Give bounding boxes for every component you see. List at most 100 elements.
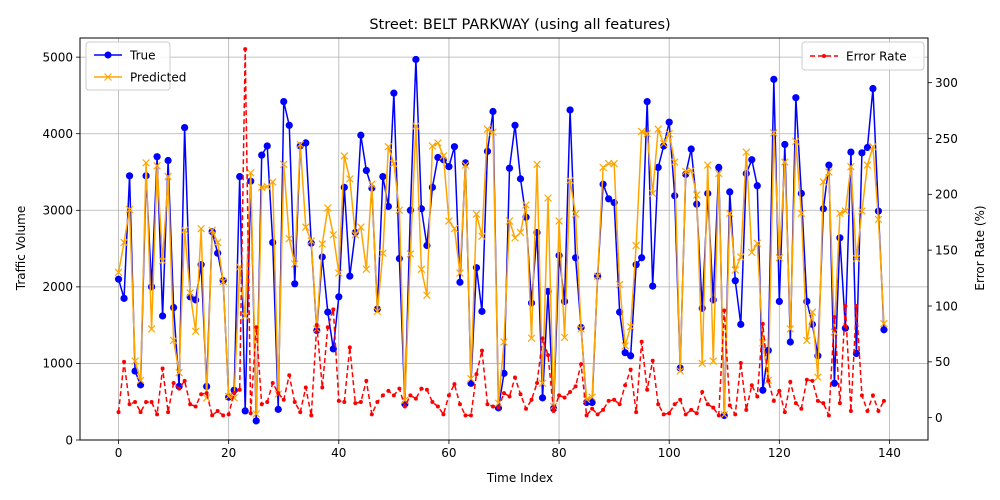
marker-predicted [307, 237, 316, 245]
marker-true [346, 272, 354, 280]
marker-true [302, 139, 310, 147]
marker-predicted [654, 125, 663, 133]
marker-true [781, 140, 789, 149]
marker-true [395, 254, 403, 263]
marker-predicted [560, 333, 569, 342]
marker-predicted [180, 226, 189, 235]
marker-true [797, 189, 805, 198]
marker-true [660, 142, 668, 150]
marker-error-rate [391, 393, 396, 398]
marker-predicted [158, 256, 167, 265]
axes: 0 20 40 60 80 100 120 140 0 1000 2000 3000 4000 5000 0… [42, 37, 958, 460]
marker-error-rate [237, 387, 242, 392]
marker-predicted [472, 210, 481, 218]
marker-predicted [279, 160, 288, 169]
marker-error-rate [749, 383, 754, 388]
marker-predicted [461, 161, 470, 169]
marker-error-rate [683, 412, 688, 417]
marker-true [555, 251, 563, 260]
marker-predicted [742, 148, 751, 156]
marker-true [643, 97, 651, 106]
marker-true [147, 283, 156, 291]
marker-predicted [803, 336, 811, 345]
marker-predicted [571, 210, 580, 218]
marker-error-rate [243, 47, 248, 52]
marker-predicted [555, 217, 563, 225]
marker-error-rate [595, 412, 600, 417]
marker-predicted [814, 373, 822, 382]
marker-true [649, 282, 657, 290]
marker-true [726, 188, 734, 196]
marker-error-rate [479, 348, 484, 353]
marker-predicted [566, 176, 574, 185]
marker-true [164, 156, 172, 165]
marker-error-rate [281, 397, 286, 402]
marker-error-rate [678, 397, 683, 402]
legend-error-label: Error Rate [846, 50, 907, 64]
marker-error-rate [160, 366, 165, 371]
marker-predicted [494, 399, 503, 408]
marker-true [384, 202, 392, 211]
marker-error-rate [435, 404, 440, 409]
marker-error-rate [804, 377, 809, 382]
y-right-tick-label: 50 [935, 355, 950, 369]
marker-predicted [588, 393, 596, 401]
marker-true [120, 294, 128, 302]
marker-error-rate [116, 410, 121, 415]
marker-error-rate [815, 398, 820, 403]
legend-right: Error Rate [801, 41, 925, 71]
marker-error-rate [182, 378, 187, 383]
marker-error-rate [138, 410, 143, 415]
marker-true [819, 205, 827, 213]
y-left-tick-label: 1000 [42, 357, 73, 371]
marker-predicted [334, 269, 343, 277]
marker-error-rate [837, 401, 842, 406]
marker-true [274, 405, 282, 413]
marker-predicted [153, 162, 161, 170]
marker-predicted [792, 137, 800, 146]
marker-predicted [522, 201, 530, 209]
marker-true [153, 153, 161, 161]
marker-predicted [164, 172, 172, 181]
marker-predicted [852, 254, 861, 263]
marker-error-rate [876, 408, 881, 413]
marker-predicted [775, 253, 784, 262]
marker-predicted [191, 327, 200, 336]
marker-true [291, 280, 299, 288]
marker-true [786, 338, 794, 346]
marker-error-rate [777, 388, 782, 393]
marker-predicted [847, 162, 855, 171]
marker-predicted [577, 325, 585, 333]
x-tick-label: 140 [878, 446, 901, 460]
marker-predicted [285, 234, 294, 243]
marker-predicted [423, 291, 431, 300]
marker-true [258, 151, 266, 159]
marker-error-rate [248, 411, 253, 416]
marker-error-rate [590, 406, 595, 411]
marker-error-rate [369, 412, 374, 417]
marker-error-rate [133, 400, 138, 405]
marker-true [318, 253, 326, 261]
marker-error-rate [166, 410, 171, 415]
marker-true [511, 121, 519, 129]
marker-error-rate [821, 401, 826, 406]
marker-predicted [505, 217, 514, 225]
marker-predicted [753, 239, 762, 248]
marker-true [236, 172, 244, 181]
marker-predicted [263, 182, 272, 191]
marker-predicted [395, 206, 404, 215]
marker-predicted [301, 223, 310, 231]
marker-true [632, 261, 640, 269]
x-tick-label: 20 [221, 446, 236, 460]
marker-true [748, 156, 756, 164]
marker-error-rate [628, 367, 633, 372]
marker-error-rate [771, 398, 776, 403]
marker-error-rate [474, 372, 479, 377]
marker-true [181, 123, 189, 132]
marker-true [671, 192, 679, 200]
y-left-tick-label: 2000 [42, 280, 73, 294]
marker-predicted [224, 392, 233, 401]
marker-predicted [769, 129, 778, 137]
y-left-tick-label: 4000 [42, 127, 73, 141]
